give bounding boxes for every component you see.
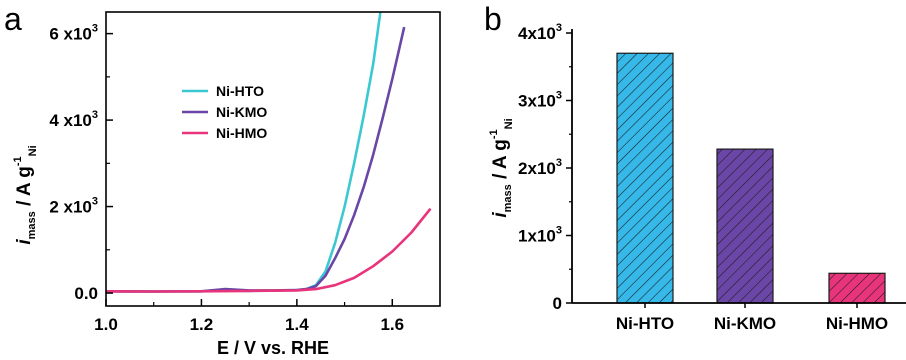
x-tick-label: 1.4 (285, 315, 309, 334)
legend-label-ni-hmo: Ni-HMO (216, 125, 267, 141)
panel-b-bars-group (616, 52, 886, 304)
x-tick-label: 1.0 (94, 315, 118, 334)
x-tick-label: 1.6 (380, 315, 404, 334)
legend-label-ni-hto: Ni-HTO (216, 83, 264, 99)
y-tick-label: 4 x103 (49, 109, 98, 130)
bar-ni-hmo (828, 272, 886, 304)
y-tick-label: 2x103 (518, 157, 562, 178)
panel-b-y-ticks: 0 1x103 2x103 3x103 4x103 (518, 22, 572, 313)
panel-a-x-axis-label: E / V vs. RHE (217, 338, 329, 358)
series-line-ni-hmo (105, 207, 432, 293)
y-tick-label: 3x103 (518, 90, 562, 111)
x-tick-label: Ni-HTO (616, 314, 674, 333)
panel-a-axes-frame (105, 11, 441, 307)
panel-b-axes (571, 29, 906, 304)
panel-b-x-tick-labels: Ni-HTO Ni-KMO Ni-HMO (616, 303, 888, 333)
panel-a-y-ticks: 0.0 2 x103 4 x103 6 x103 (49, 23, 113, 303)
x-tick-label: 1.2 (190, 315, 214, 334)
panel-a-x-ticks: 1.0 1.2 1.4 1.6 (94, 299, 404, 334)
y-tick-label: 1x103 (518, 225, 562, 246)
panel-a-legend: Ni-HTO Ni-KMO Ni-HMO (182, 83, 267, 141)
bar-ni-kmo (716, 148, 774, 304)
y-tick-label: 2 x103 (49, 196, 98, 217)
bar-ni-hto (616, 52, 674, 304)
y-tick-label: 0 (553, 294, 562, 313)
x-tick-label: Ni-KMO (714, 314, 776, 333)
panel-a-y-axis-label: imass / A g-1Ni (12, 145, 39, 244)
x-tick-label: Ni-HMO (826, 314, 888, 333)
panel-a-label: a (4, 1, 22, 37)
panel-a-chart: a 1.0 1.2 1.4 1.6 0.0 2 x103 4 x103 6 x103 E /… (4, 1, 441, 358)
bar-hatch (716, 148, 774, 304)
y-tick-label: 4x103 (518, 22, 562, 43)
bar-hatch (828, 272, 886, 304)
series-line-ni-kmo (105, 26, 406, 293)
bar-hatch (616, 52, 674, 304)
y-tick-label: 0.0 (74, 284, 98, 303)
panel-a-series-group (105, 11, 432, 293)
panel-b-label: b (484, 1, 502, 37)
y-tick-label: 6 x103 (49, 23, 98, 44)
legend-label-ni-kmo: Ni-KMO (216, 104, 267, 120)
panel-b-y-axis-label: imass / A g-1Ni (488, 118, 515, 217)
